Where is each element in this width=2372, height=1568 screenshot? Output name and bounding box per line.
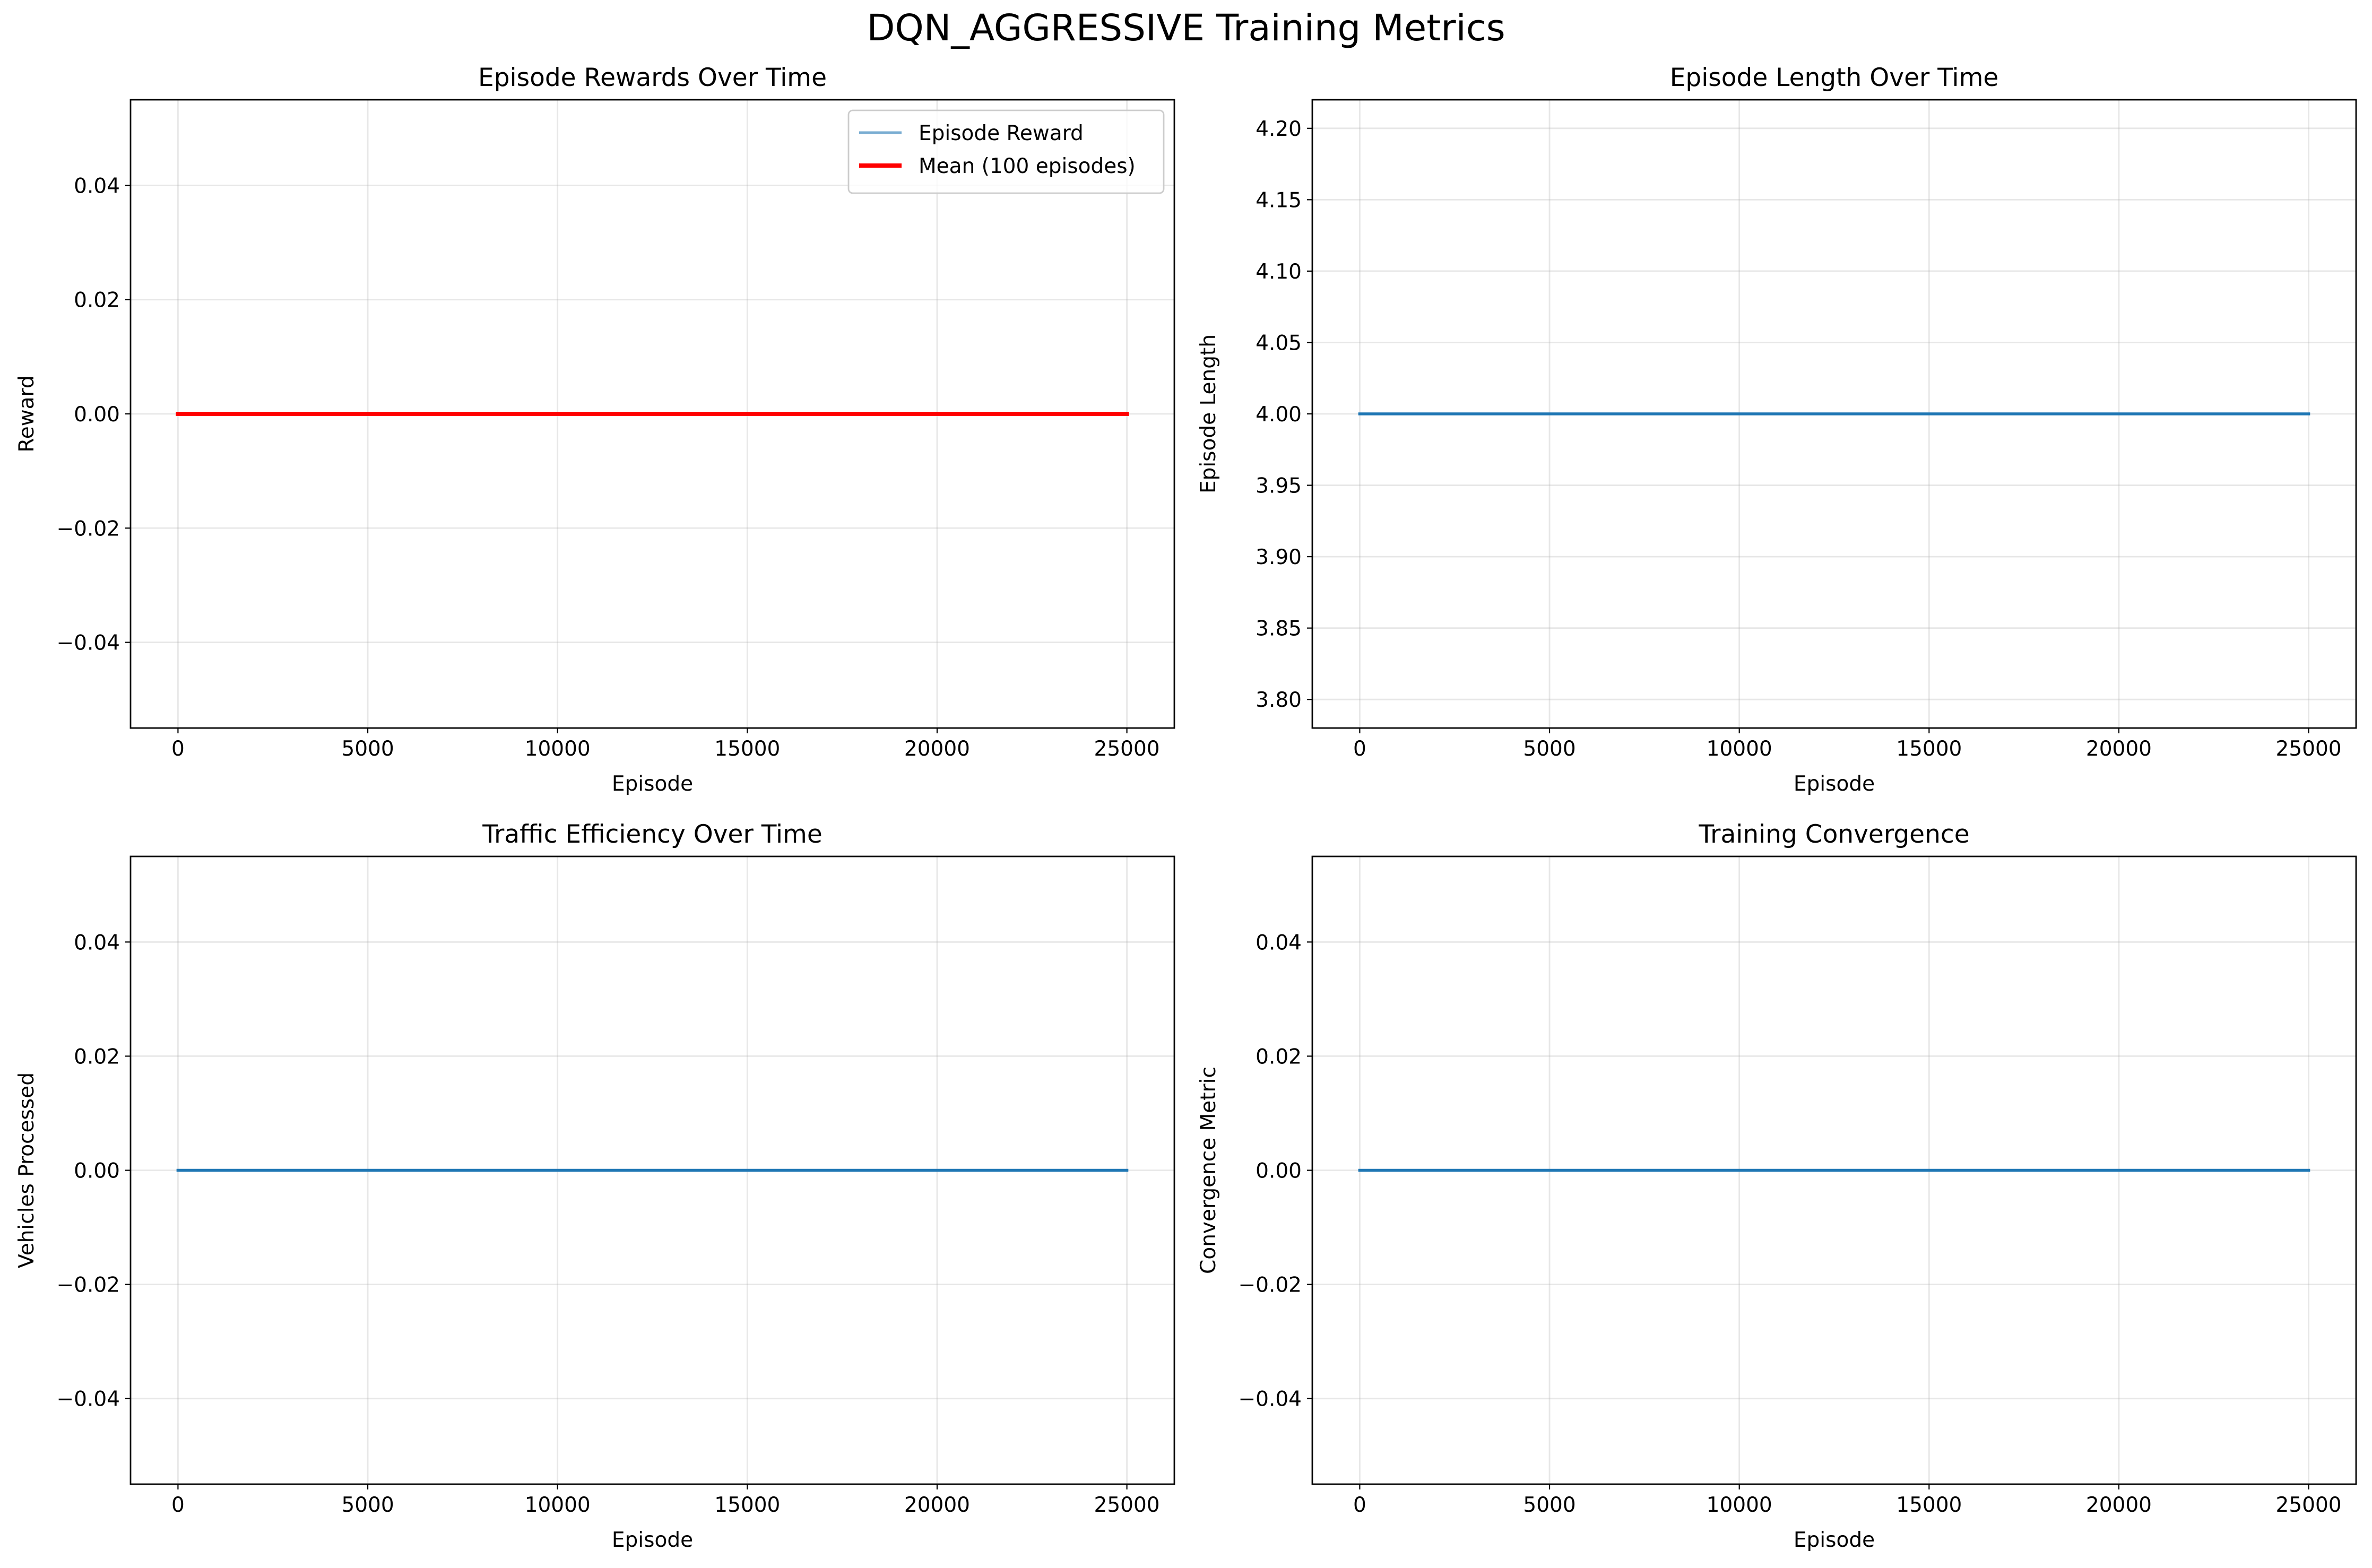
subplot-3: 0 5000 10000 15000 20000 25000 −0.04 −0.02 0.00 0…: [15, 820, 1175, 1552]
y-tick-label: 0.00: [74, 1159, 120, 1183]
x-tick-label: 10000: [1707, 1493, 1772, 1517]
subplot-title: Training Convergence: [1698, 820, 1969, 849]
legend-label-2: Mean (100 episodes): [919, 154, 1136, 178]
x-tick-label: 25000: [2276, 1493, 2342, 1517]
x-tick-label: 15000: [714, 737, 780, 761]
y-tick-label: 4.05: [1256, 331, 1302, 355]
x-axis-label: Episode: [1794, 772, 1875, 796]
y-tick-label: 3.90: [1256, 545, 1302, 569]
x-tick-label: 25000: [1094, 1493, 1160, 1517]
y-tick-label: 0.02: [1256, 1045, 1302, 1069]
legend-box: [847, 109, 1165, 194]
y-tick-label: 0.04: [1256, 931, 1302, 955]
x-tick-label: 0: [171, 737, 185, 761]
x-tick-label: 20000: [904, 1493, 970, 1517]
x-tick-label: 5000: [341, 737, 394, 761]
subplot-title: Episode Length Over Time: [1670, 63, 1999, 92]
axes-frame: [1311, 99, 2357, 729]
axes-frame: [1311, 855, 2357, 1485]
y-tick-label: 4.20: [1256, 117, 1302, 141]
x-axis-label: Episode: [1794, 1528, 1875, 1552]
x-tick-label: 10000: [1707, 737, 1772, 761]
x-tick-label: 25000: [2276, 737, 2342, 761]
legend-label-1: Episode Reward: [919, 122, 1084, 145]
x-tick-label: 10000: [525, 737, 591, 761]
x-tick-label: 20000: [904, 737, 970, 761]
y-axis-label: Vehicles Processed: [15, 1072, 39, 1268]
subplot-2: 0 5000 10000 15000 20000 25000 3.80 3.85 3.90 3.9…: [1197, 63, 2357, 796]
axes-frame: [129, 99, 1175, 729]
y-tick-label: −0.04: [56, 631, 120, 655]
x-axis-label: Episode: [612, 1528, 693, 1552]
x-tick-label: 0: [1353, 737, 1366, 761]
subplot-4: 0 5000 10000 15000 20000 25000 −0.04 −0.02 0.00 0…: [1197, 820, 2357, 1552]
x-tick-label: 15000: [714, 1493, 780, 1517]
x-tick-label: 0: [1353, 1493, 1366, 1517]
y-tick-label: 3.85: [1256, 617, 1302, 641]
x-tick-label: 20000: [2086, 1493, 2152, 1517]
y-axis-label: Convergence Metric: [1197, 1067, 1220, 1274]
x-tick-label: 15000: [1896, 737, 1962, 761]
legend: Episode Reward Mean (100 episodes): [847, 109, 1165, 194]
y-tick-label: 0.04: [74, 174, 120, 198]
y-tick-label: −0.02: [56, 1274, 120, 1297]
y-tick-label: 4.00: [1256, 403, 1302, 427]
subplot-title: Episode Rewards Over Time: [478, 63, 827, 92]
y-tick-label: 0.00: [74, 403, 120, 427]
figure-title: DQN_AGGRESSIVE Training Metrics: [867, 7, 1505, 49]
y-tick-label: 4.10: [1256, 260, 1302, 284]
y-tick-label: −0.02: [1238, 1274, 1302, 1297]
x-tick-label: 5000: [1523, 1493, 1575, 1517]
y-tick-label: −0.02: [56, 517, 120, 541]
y-tick-label: 0.00: [1256, 1159, 1302, 1183]
subplot-title: Traffic Efficiency Over Time: [482, 820, 823, 849]
y-tick-label: 0.04: [74, 931, 120, 955]
y-tick-label: 3.80: [1256, 688, 1302, 712]
subplots: 0 5000 10000 15000 20000 25000 −0.04 −0.02 0.00 0…: [15, 63, 2357, 1552]
y-tick-label: 4.15: [1256, 188, 1302, 212]
y-axis-label: Reward: [15, 375, 39, 452]
x-tick-label: 5000: [1523, 737, 1575, 761]
y-tick-label: −0.04: [1238, 1388, 1302, 1411]
y-tick-label: 0.02: [74, 1045, 120, 1069]
axes-frame: [129, 855, 1175, 1485]
y-tick-label: −0.04: [56, 1388, 120, 1411]
x-tick-label: 25000: [1094, 737, 1160, 761]
x-tick-label: 20000: [2086, 737, 2152, 761]
x-axis-label: Episode: [612, 772, 693, 796]
y-axis-label: Episode Length: [1197, 334, 1220, 493]
x-tick-label: 10000: [525, 1493, 591, 1517]
y-tick-label: 0.02: [74, 289, 120, 313]
y-tick-label: 3.95: [1256, 474, 1302, 498]
x-tick-label: 0: [171, 1493, 185, 1517]
x-tick-label: 5000: [341, 1493, 394, 1517]
subplot-1: 0 5000 10000 15000 20000 25000 −0.04 −0.02 0.00 0…: [15, 63, 1175, 796]
x-tick-label: 15000: [1896, 1493, 1962, 1517]
